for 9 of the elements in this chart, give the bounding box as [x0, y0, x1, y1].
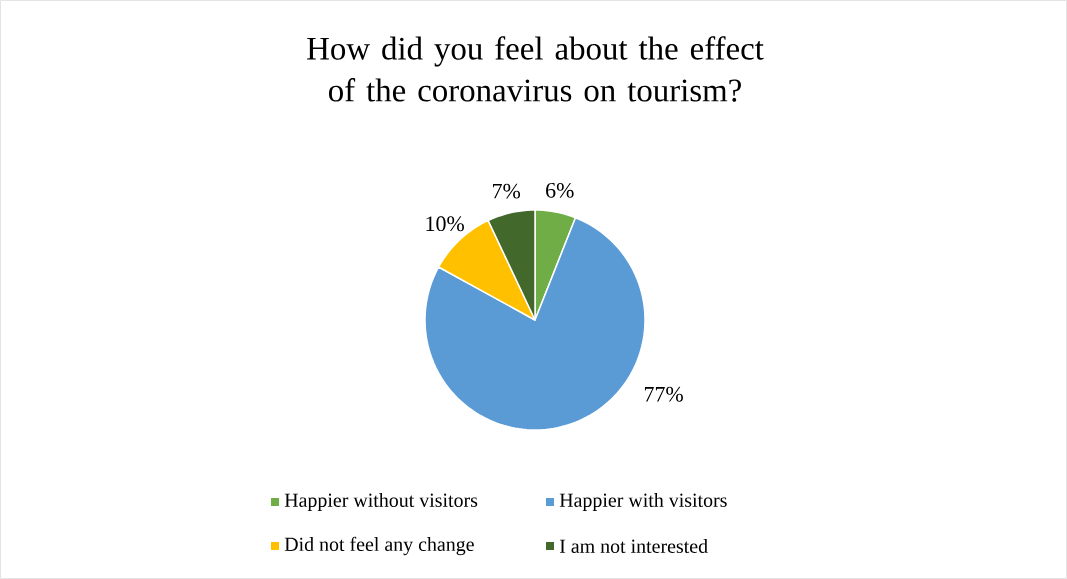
data-label: 10% — [426, 216, 464, 232]
legend-label: Happier without visitors — [284, 492, 478, 512]
chart-title: How did you feel about the effect of the coronavirus on tourism? — [307, 36, 764, 102]
data-label: 77% — [644, 386, 683, 402]
data-label: 6% — [546, 182, 574, 198]
legend-label: Happier with visitors — [559, 492, 727, 512]
data-label: 7% — [493, 183, 521, 199]
legend-label: Did not feel any change — [284, 536, 474, 556]
legend-label: I am not interested — [559, 538, 708, 553]
